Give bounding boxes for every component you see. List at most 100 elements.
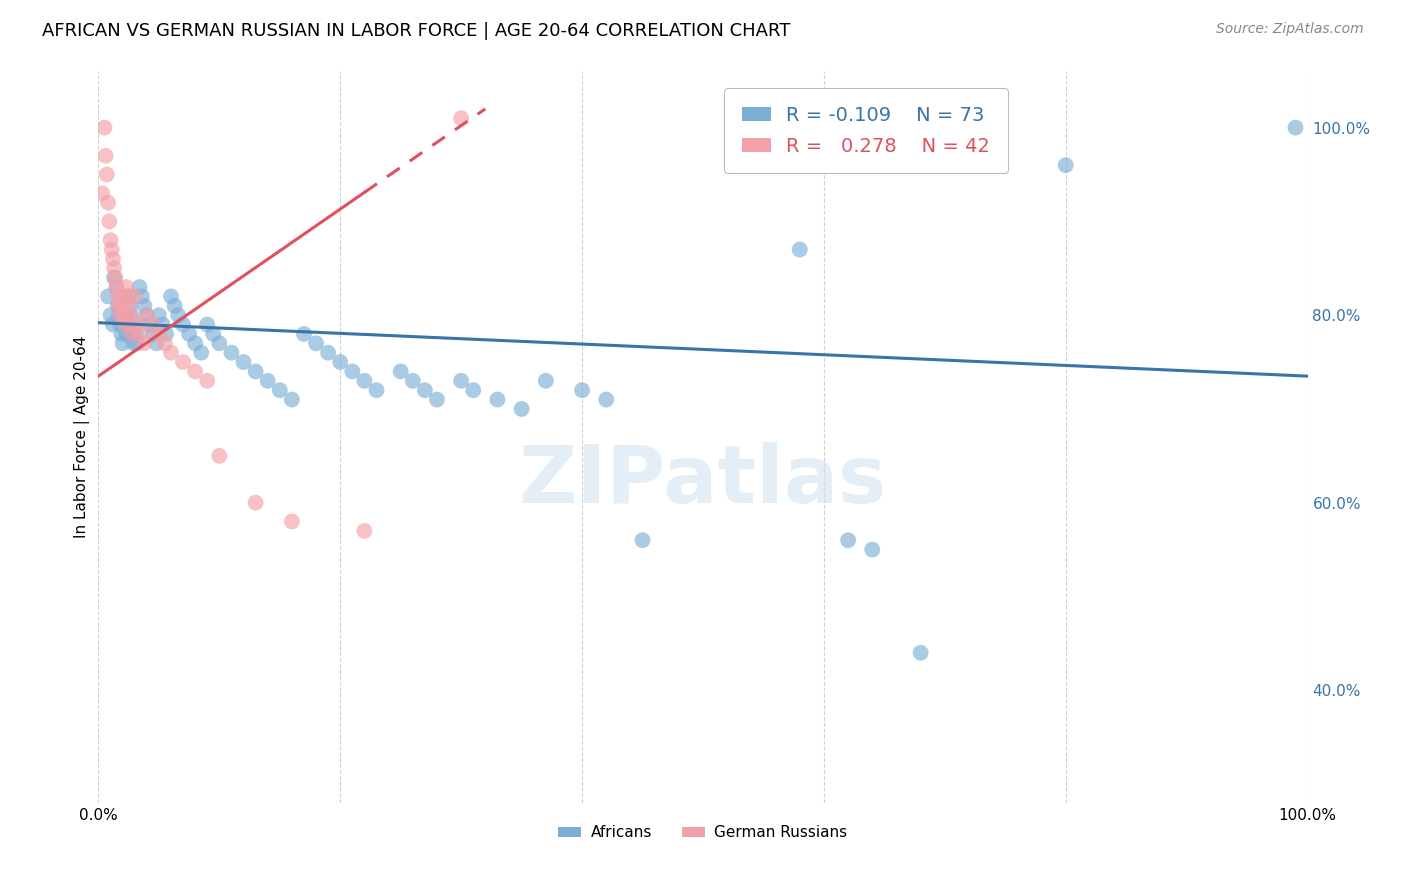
Point [100,243,122,257]
Point [172,355,194,369]
Point [316,345,339,359]
Point [122,336,145,351]
Point [195,374,218,388]
Point [281,515,304,529]
Point [269,383,291,397]
Point [118,308,141,322]
Point [305,336,328,351]
Point [108,308,131,322]
Point [125,326,148,341]
Point [114,308,136,322]
Point [142,318,165,332]
Point [534,374,557,388]
Point [510,401,533,416]
Point [121,326,143,341]
Point [1054,158,1077,172]
Point [101,318,124,332]
Point [108,308,131,322]
Point [108,299,131,313]
Point [148,326,170,341]
Point [117,289,139,303]
Point [450,374,472,388]
Point [91,186,114,201]
Point [163,299,186,313]
Point [115,326,138,341]
Point [153,336,176,351]
Point [97,195,120,210]
Point [413,383,436,397]
Point [111,299,134,313]
Point [571,383,593,397]
Point [101,252,124,266]
Point [389,364,412,378]
Y-axis label: In Labor Force | Age 20-64: In Labor Force | Age 20-64 [75,336,90,538]
Point [98,214,121,228]
Point [115,280,138,294]
Point [121,326,143,341]
Point [208,449,231,463]
Point [108,318,131,332]
Point [160,289,183,303]
Point [103,270,125,285]
Point [112,308,135,322]
Point [131,289,153,303]
Point [105,280,128,294]
Point [127,318,149,332]
Point [232,355,254,369]
Point [124,318,146,332]
Point [93,120,115,135]
Point [135,308,157,322]
Point [160,345,183,359]
Point [789,243,811,257]
Text: ZIPatlas: ZIPatlas [519,442,887,520]
Point [128,280,150,294]
Point [353,374,375,388]
Point [1284,120,1306,135]
Point [837,533,859,548]
Point [138,318,160,332]
Point [111,336,134,351]
Point [595,392,617,407]
Point [152,318,174,332]
Point [463,383,485,397]
Point [179,326,201,341]
Point [118,299,141,313]
Point [631,533,654,548]
Point [172,318,194,332]
Point [120,308,142,322]
Point [426,392,449,407]
Point [145,336,167,351]
Point [402,374,425,388]
Point [100,233,122,247]
Point [167,308,190,322]
Point [127,336,149,351]
Point [124,289,146,303]
Point [107,299,129,313]
Point [281,392,304,407]
Point [135,308,157,322]
Point [105,280,128,294]
Point [120,318,142,332]
Point [245,496,267,510]
Point [342,364,364,378]
Point [353,524,375,538]
Point [110,326,132,341]
Point [486,392,509,407]
Point [256,374,278,388]
Point [112,289,135,303]
Point [118,289,141,303]
Point [910,646,932,660]
Point [184,364,207,378]
Point [117,318,139,332]
Point [96,168,118,182]
Point [245,364,267,378]
Point [221,345,243,359]
Text: Source: ZipAtlas.com: Source: ZipAtlas.com [1216,22,1364,37]
Point [134,336,156,351]
Point [202,326,225,341]
Point [103,261,125,276]
Point [94,149,117,163]
Point [366,383,388,397]
Point [134,299,156,313]
Point [104,270,127,285]
